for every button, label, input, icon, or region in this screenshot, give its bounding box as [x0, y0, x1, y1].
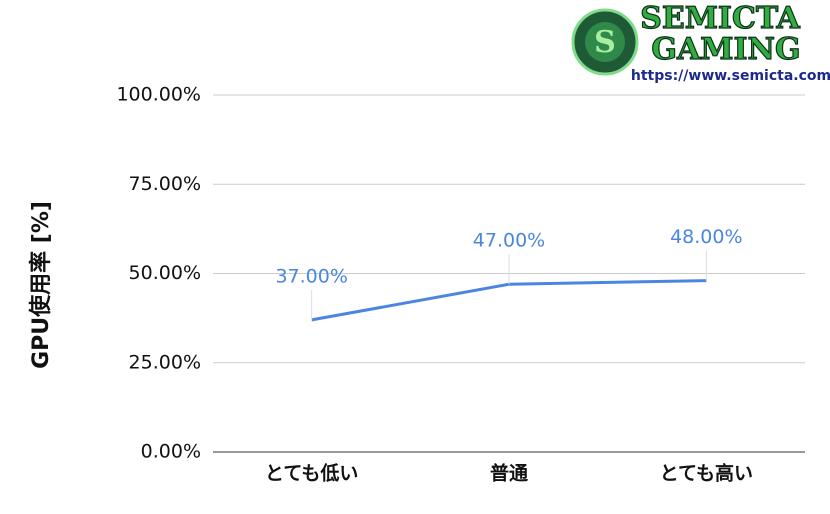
y-tick-label: 0.00%	[141, 441, 201, 463]
line	[311, 279, 707, 322]
y-tick-label: 100.00%	[116, 84, 201, 106]
data-label: 47.00%	[473, 230, 545, 252]
logo-glyph: S	[594, 25, 616, 60]
y-tick-label: 25.00%	[129, 351, 201, 373]
data-label: 48.00%	[670, 226, 742, 248]
logo-title: SEMICTA	[640, 1, 800, 36]
y-axis-title: GPU使用率 [%]	[28, 201, 54, 369]
x-tick-label: とても高い	[660, 462, 753, 485]
logo-icon-inner	[585, 22, 625, 62]
y-tick-label: 50.00%	[129, 262, 201, 284]
logo: S SEMICTA GAMING https://www.semicta.com	[571, 0, 830, 84]
logo-subtitle: GAMING	[651, 32, 800, 67]
y-tick-label: 75.00%	[129, 173, 201, 195]
x-tick-label: とても低い	[265, 462, 358, 485]
data-label: 37.00%	[275, 265, 347, 287]
x-tick-label: 普通	[490, 462, 529, 485]
logo-url: https://www.semicta.com	[631, 68, 830, 84]
